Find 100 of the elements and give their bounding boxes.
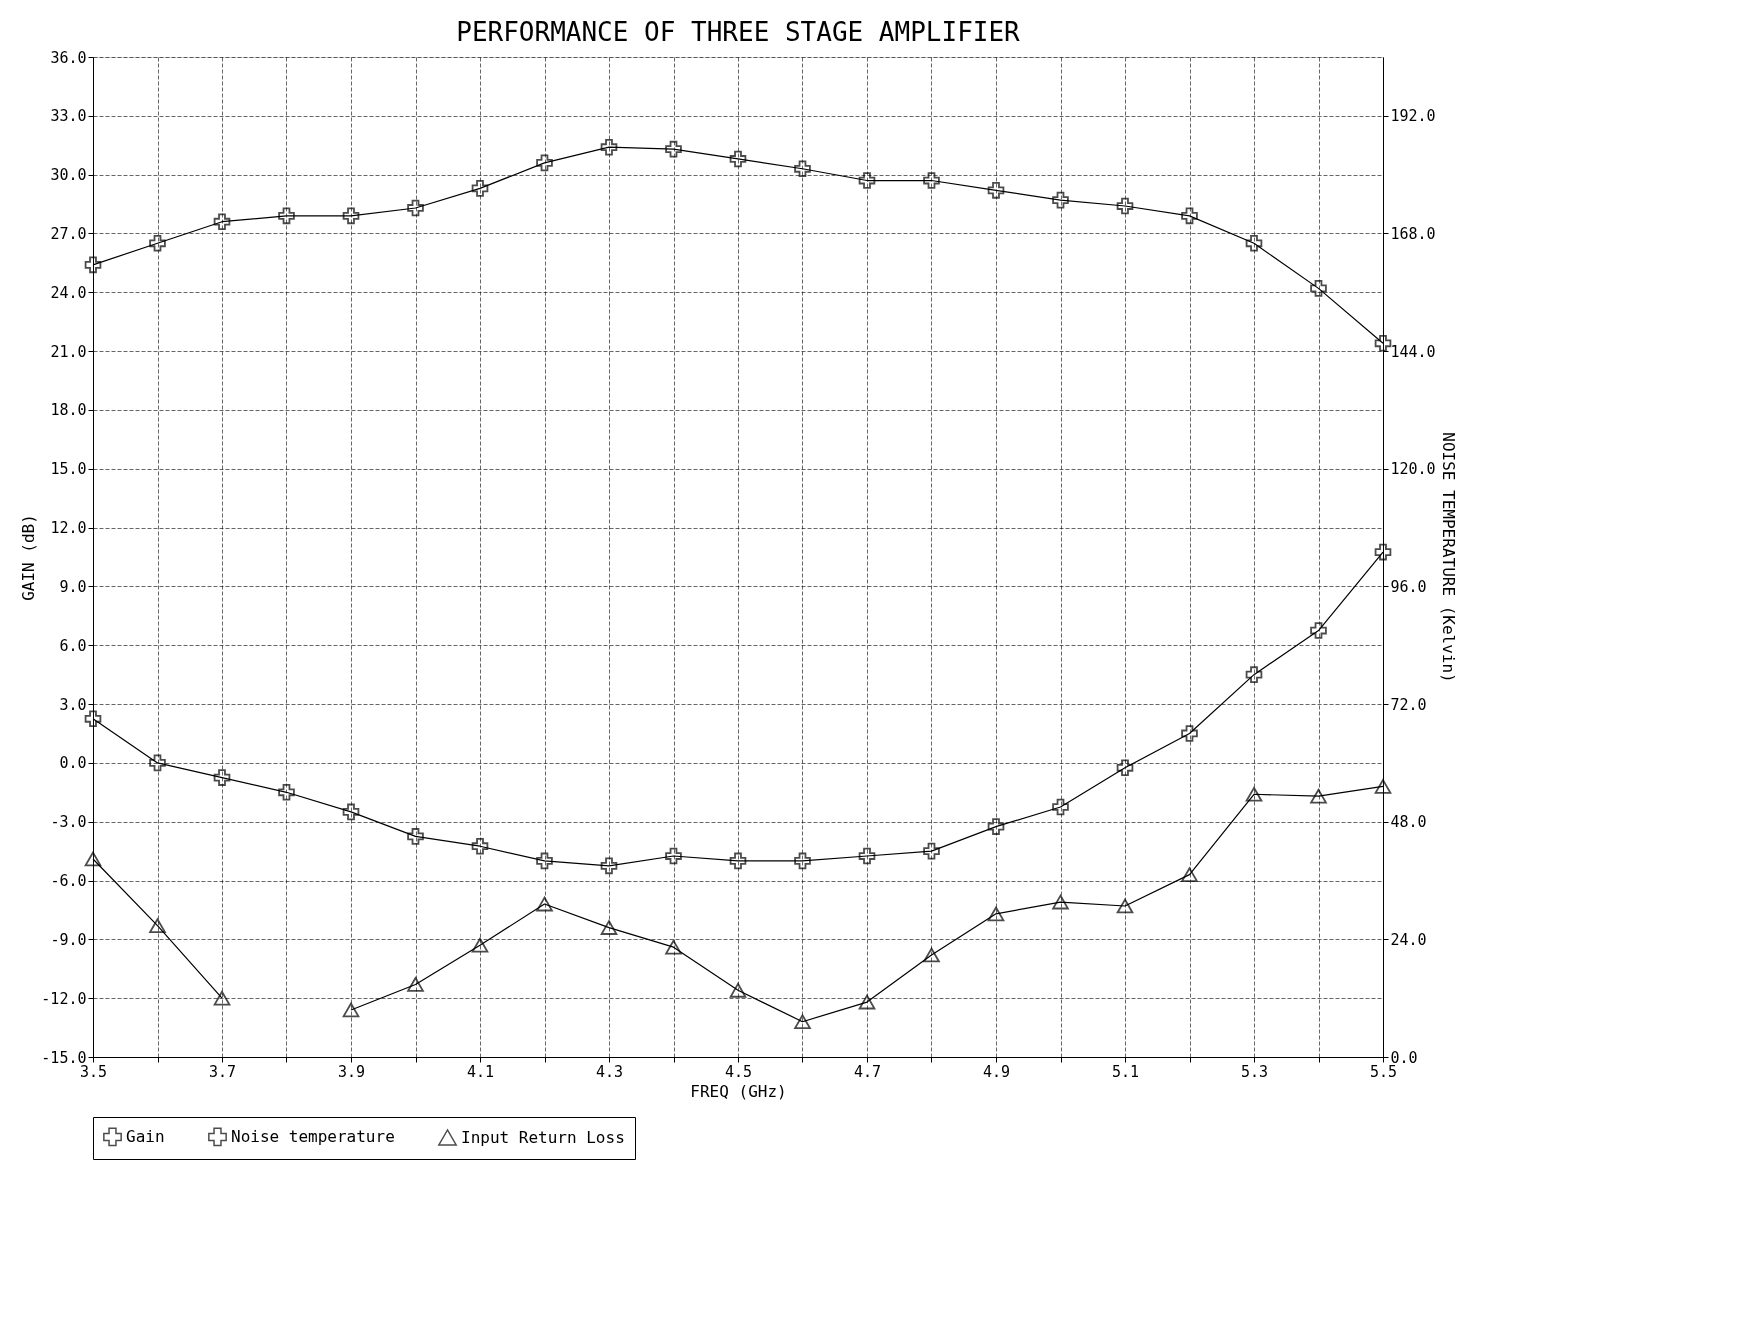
y-tick-label: 12.0 (50, 519, 87, 538)
point (342, 1002, 360, 1018)
y-tick-label: 36.0 (50, 48, 87, 67)
y2-tick-label: 72.0 (1390, 695, 1427, 714)
x-tick-label: 3.5 (79, 1062, 108, 1081)
point (536, 154, 553, 172)
y-tick-label: 24.0 (50, 283, 87, 302)
point (84, 256, 102, 274)
x-tick-label: 4.3 (595, 1062, 624, 1081)
y-tick-label: 33.0 (50, 107, 87, 126)
y-tick-label: 18.0 (50, 401, 87, 420)
point (536, 852, 553, 870)
legend-label: Gain (126, 1126, 165, 1146)
y2-tick-label: 96.0 (1390, 577, 1427, 596)
point (84, 710, 102, 728)
point (729, 150, 747, 168)
y-tick-label: 6.0 (59, 636, 87, 655)
legend-label: Noise temperature (231, 1126, 395, 1146)
point (278, 783, 295, 801)
point (1116, 898, 1134, 914)
point (1245, 234, 1263, 252)
point (1245, 786, 1263, 802)
point (729, 983, 747, 998)
point (342, 207, 360, 225)
point (923, 842, 940, 860)
legend-label: Input Return Loss (461, 1127, 625, 1147)
point (600, 920, 618, 935)
y-tick-label: 0.0 (59, 754, 87, 773)
point (1116, 759, 1134, 777)
point (987, 818, 1005, 835)
point (1181, 207, 1198, 225)
y2-axis-title: NOISE TEMPERATURE (Kelvin) (1438, 432, 1458, 683)
y-tick-label: -9.0 (50, 930, 87, 949)
point (1310, 622, 1327, 639)
x-tick-label: 3.7 (208, 1062, 237, 1081)
y-tick-label: 30.0 (50, 166, 87, 185)
point (407, 199, 424, 217)
point (923, 947, 940, 963)
point (1052, 191, 1069, 209)
point (1181, 867, 1198, 882)
y-tick-label: 3.0 (59, 695, 87, 714)
x-axis-title: FREQ (GHz) (690, 1081, 787, 1101)
point (794, 160, 811, 178)
point (1374, 543, 1392, 561)
point (407, 977, 424, 992)
point (407, 828, 424, 845)
y-tick-label: -6.0 (50, 872, 87, 891)
point (149, 234, 166, 252)
point (213, 213, 231, 231)
point (729, 852, 747, 870)
y2-tick-label: 24.0 (1390, 930, 1427, 949)
point (1052, 894, 1069, 910)
x-tick-label: 4.9 (982, 1062, 1011, 1081)
point (1116, 197, 1134, 215)
point (471, 837, 489, 855)
x-tick-label: 3.9 (337, 1062, 366, 1081)
x-tick-label: 5.1 (1111, 1062, 1140, 1081)
x-tick-label: 5.3 (1240, 1062, 1269, 1081)
y2-tick-label: 48.0 (1390, 813, 1427, 832)
y-tick-label: 27.0 (50, 224, 87, 243)
point (923, 172, 940, 189)
point (600, 857, 618, 875)
point (1374, 334, 1392, 352)
point (342, 803, 360, 821)
point (1052, 798, 1069, 816)
x-tick-label: 4.7 (853, 1062, 882, 1081)
point (665, 140, 682, 158)
point (665, 939, 682, 955)
point (987, 182, 1005, 199)
y-tick-label: 21.0 (50, 342, 87, 361)
x-tick-label: 4.5 (724, 1062, 753, 1081)
point (471, 937, 489, 953)
y-tick-label: 15.0 (50, 460, 87, 479)
point (600, 138, 618, 156)
point (665, 847, 682, 865)
point (1310, 280, 1327, 297)
point (1245, 666, 1263, 683)
y2-tick-label: 120.0 (1390, 460, 1436, 479)
point (987, 906, 1005, 922)
point (536, 896, 553, 912)
y-axis-title: GAIN (dB) (19, 514, 39, 601)
y2-tick-label: 192.0 (1390, 107, 1436, 126)
y2-tick-label: 168.0 (1390, 224, 1436, 243)
point (858, 994, 876, 1010)
point (149, 754, 166, 772)
point (278, 207, 295, 225)
x-tick-label: 5.5 (1369, 1062, 1398, 1081)
chart-title: PERFORMANCE OF THREE STAGE AMPLIFIER (456, 17, 1021, 47)
point (1181, 725, 1198, 742)
x-tick-label: 4.1 (466, 1062, 495, 1081)
y2-tick-label: 144.0 (1390, 342, 1436, 361)
y-tick-label: -12.0 (41, 989, 87, 1008)
point (858, 847, 876, 865)
point (858, 172, 876, 189)
point (794, 852, 811, 870)
point (1310, 788, 1327, 804)
point (213, 769, 231, 786)
y-tick-label: -3.0 (50, 813, 87, 832)
point (471, 180, 489, 197)
y-tick-label: 9.0 (59, 577, 87, 596)
